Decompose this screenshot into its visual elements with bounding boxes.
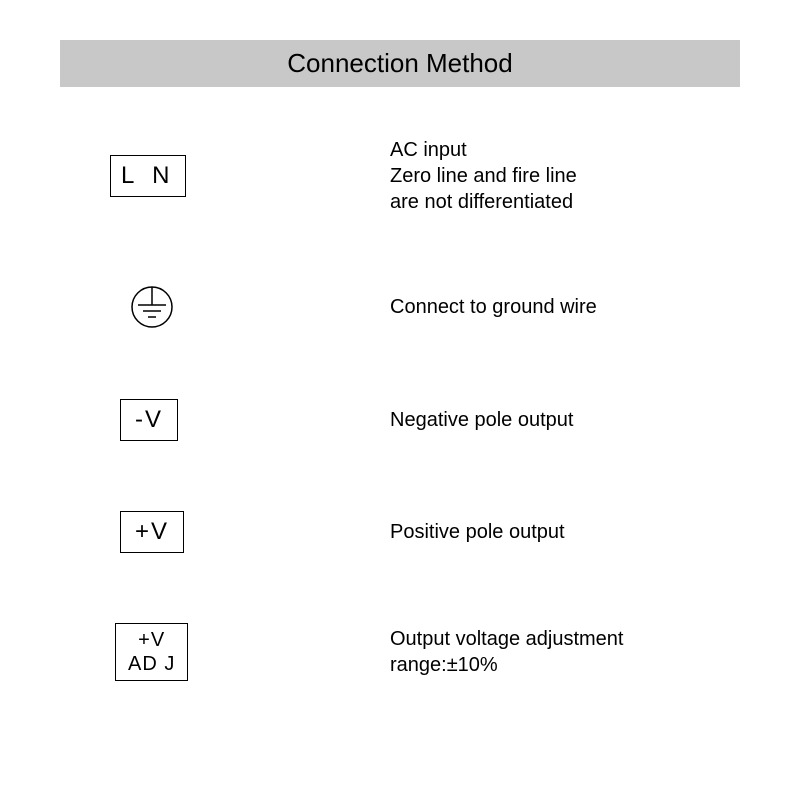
symbol-cell	[90, 285, 390, 329]
row-ground: Connect to ground wire	[90, 285, 710, 329]
symbol-cell: L N	[90, 155, 390, 197]
symbol-cell: -V	[90, 399, 390, 441]
negative-v-box: -V	[120, 399, 178, 441]
negative-v-label: -V	[135, 406, 163, 433]
ln-box: L N	[110, 155, 186, 197]
description: Output voltage adjustment range:±10%	[390, 626, 710, 678]
title-bar: Connection Method	[60, 40, 740, 87]
page-title: Connection Method	[287, 48, 512, 78]
description: Negative pole output	[390, 407, 710, 433]
positive-v-label: +V	[135, 518, 169, 545]
row-ac-input: L N AC input Zero line and fire line are…	[90, 137, 710, 215]
description: Positive pole output	[390, 519, 710, 545]
adj-line1: +V	[128, 628, 175, 652]
row-adjustment: +V AD J Output voltage adjustment range:…	[90, 623, 710, 681]
adj-box: +V AD J	[115, 623, 188, 681]
symbol-cell: +V	[90, 511, 390, 553]
connection-rows: L N AC input Zero line and fire line are…	[60, 137, 740, 681]
description: AC input Zero line and fire line are not…	[390, 137, 710, 215]
ground-icon	[130, 285, 174, 329]
symbol-cell: +V AD J	[90, 623, 390, 681]
adj-line2: AD J	[128, 652, 175, 676]
positive-v-box: +V	[120, 511, 184, 553]
description: Connect to ground wire	[390, 294, 710, 320]
row-negative: -V Negative pole output	[90, 399, 710, 441]
row-positive: +V Positive pole output	[90, 511, 710, 553]
ln-label: L N	[121, 162, 175, 189]
